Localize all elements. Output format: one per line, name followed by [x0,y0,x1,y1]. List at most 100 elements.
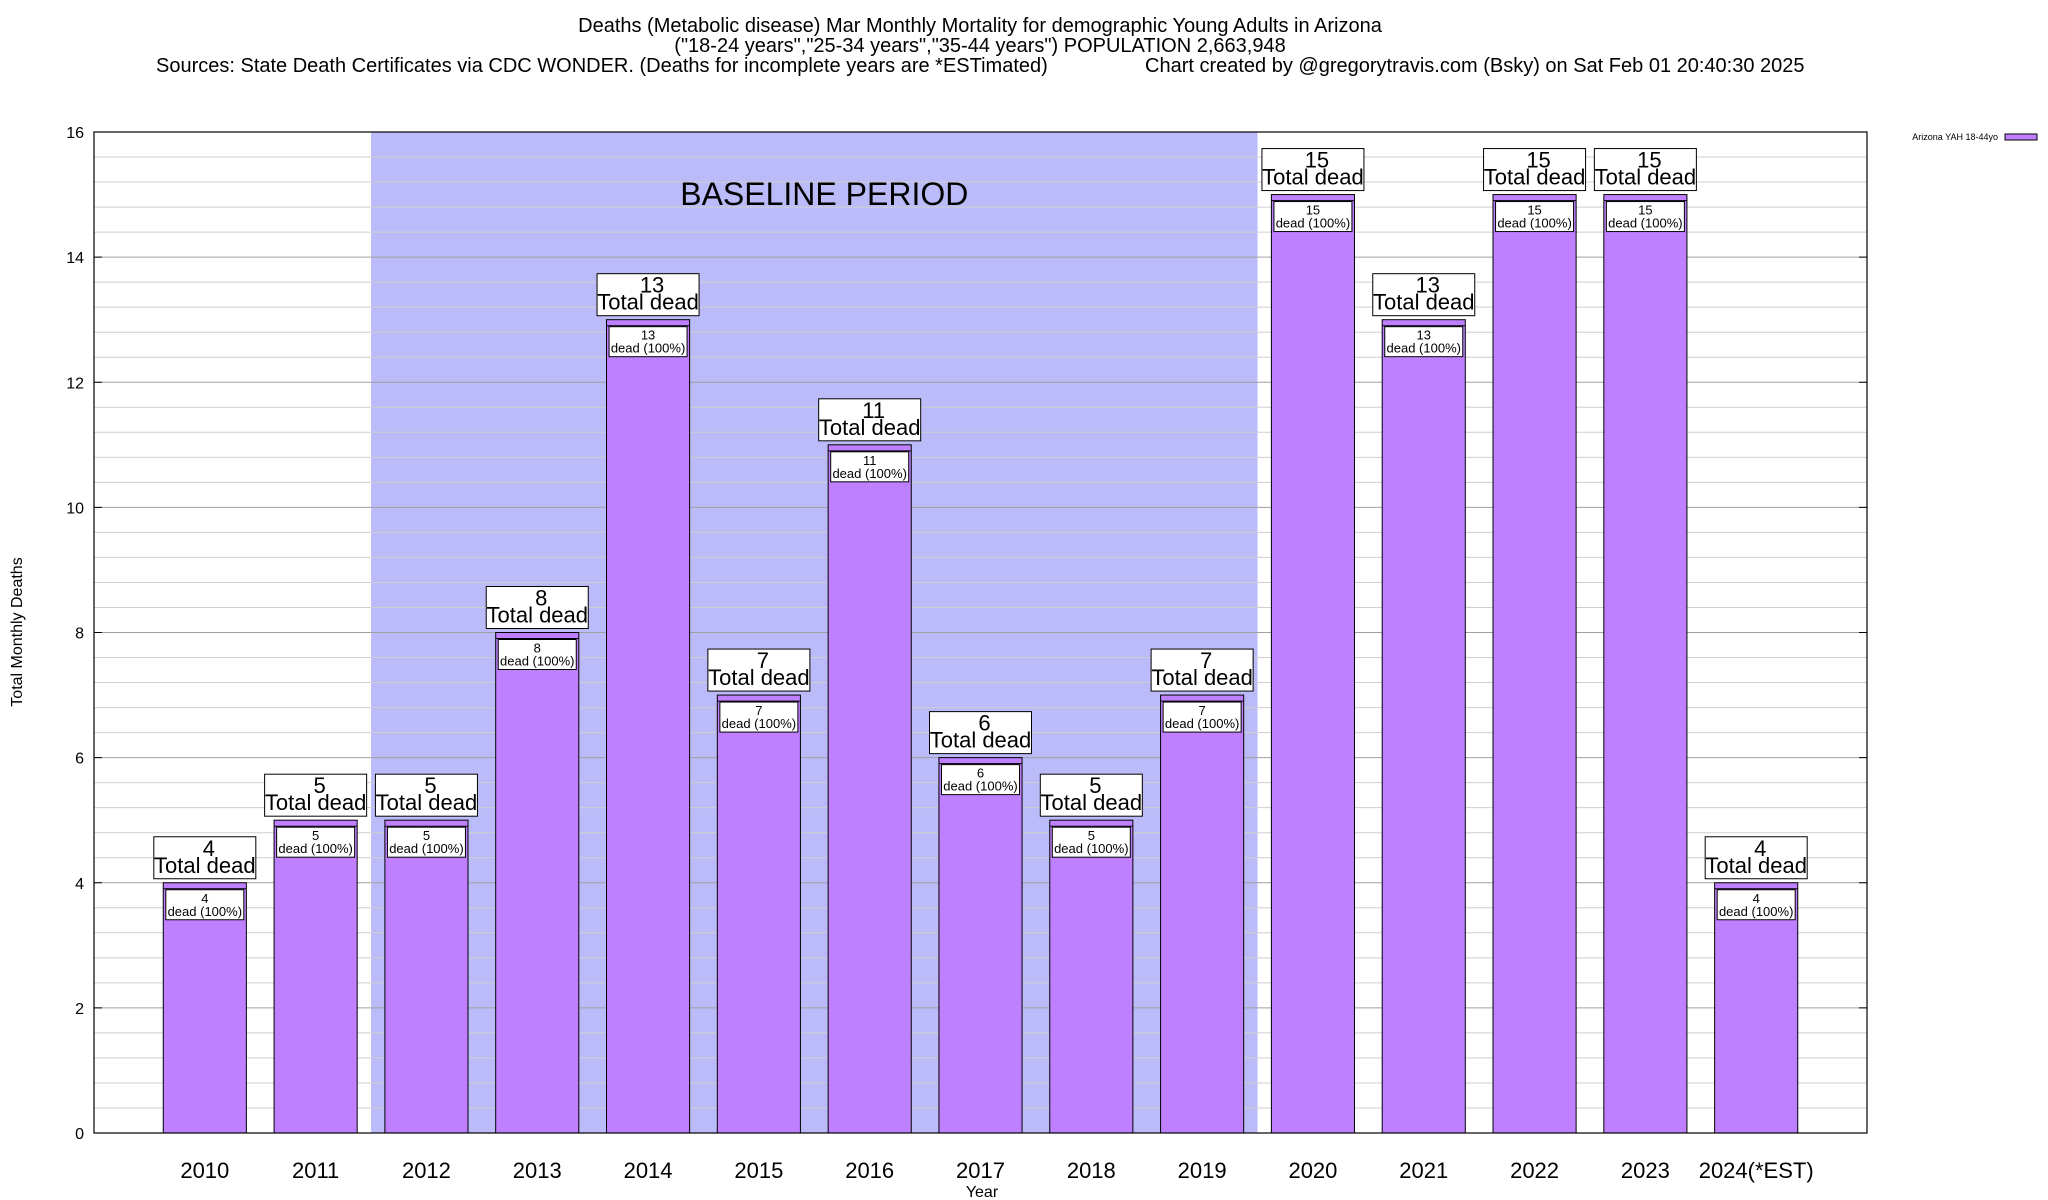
inner-label-text: dead (100%) [832,466,906,481]
plot-frame [93,131,1868,1134]
top-label-box [818,398,922,442]
inner-label-text: dead (100%) [722,716,796,731]
legend-swatch [2004,133,2038,141]
x-tick-label: 2016 [845,1158,894,1183]
y-tick-label: 16 [66,125,84,142]
inner-label-box [719,701,799,733]
top-label-text: Total dead [1041,790,1143,815]
inner-label-box [1162,701,1242,733]
x-tick-label: 2011 [292,1158,339,1183]
x-tick-label: 2017 [956,1158,1005,1183]
x-tick-label: 2013 [513,1158,562,1183]
inner-label-value: 5 [1088,828,1095,843]
top-label-box [1593,148,1697,192]
inner-label-text: dead (100%) [1719,904,1793,919]
x-tick-label: 2024(*EST) [1699,1158,1814,1183]
top-label-box [1704,836,1808,880]
top-label-value: 5 [424,773,436,798]
bar-2023 [1603,194,1688,1134]
bar-2020 [1270,194,1355,1134]
top-label-text: Total dead [265,790,367,815]
top-label-text: Total dead [930,728,1032,753]
bar-2024(*EST) [1714,882,1799,1134]
top-label-box [929,711,1032,755]
top-label-text: Total dead [597,290,699,315]
y-tick-label: 8 [75,626,84,643]
top-label-text: Total dead [1151,665,1253,690]
top-label-value: 7 [1200,648,1212,673]
x-tick-label: 2018 [1067,1158,1116,1183]
y-tick-label: 4 [75,876,84,893]
x-tick-label: 2021 [1399,1158,1448,1183]
bar-2016 [827,444,912,1134]
top-label-box [153,836,257,880]
x-tick-label: 2020 [1288,1158,1337,1183]
legend: Arizona YAH 18-44yo [1912,132,2038,142]
inner-label-value: 5 [423,828,430,843]
bar-2013 [495,632,580,1134]
x-tick-label: 2010 [180,1158,229,1183]
inner-label-text: dead (100%) [1054,841,1128,856]
inner-label-box [1273,201,1353,233]
bar-2011 [273,819,358,1134]
top-label-value: 4 [203,836,215,861]
inner-label-value: 8 [534,641,541,656]
y-tick-label: 6 [75,751,84,768]
inner-label-text: dead (100%) [1276,216,1350,231]
top-label-box [1483,148,1587,192]
inner-label-box [1384,326,1464,358]
chart-title-line1: Deaths (Metabolic disease) Mar Monthly M… [578,15,1383,37]
x-tick-label: 2023 [1621,1158,1670,1183]
top-label-text: Total dead [1595,165,1697,190]
inner-label-value: 15 [1306,203,1320,218]
inner-label-value: 4 [1753,891,1760,906]
inner-label-value: 4 [201,891,208,906]
inner-label-value: 15 [1638,203,1652,218]
chart-title-line2: ("18-24 years","25-34 years","35-44 year… [674,35,1285,57]
top-label-value: 4 [1754,836,1766,861]
inner-label-box [386,826,466,858]
top-label-value: 5 [1089,773,1101,798]
top-label-box [1150,648,1254,692]
inner-label-text: dead (100%) [500,654,574,669]
bar-2018 [1049,819,1134,1134]
top-label-value: 15 [1305,148,1329,173]
inner-label-text: dead (100%) [389,841,463,856]
inner-label-box [1051,826,1131,858]
inner-label-text: dead (100%) [611,341,685,356]
top-label-text: Total dead [819,415,921,440]
top-label-value: 7 [757,648,769,673]
chart-source-note: Sources: State Death Certificates via CD… [156,55,1048,77]
inner-label-text: dead (100%) [168,904,242,919]
top-label-value: 15 [1637,148,1661,173]
x-axis-label: Year [966,1184,999,1200]
top-label-value: 11 [862,398,885,423]
y-tick-label: 2 [75,1001,84,1018]
inner-label-box [165,889,245,921]
top-label-value: 8 [535,586,547,611]
inner-label-text: dead (100%) [278,841,352,856]
top-label-box [485,586,589,629]
inner-label-value: 7 [1199,703,1206,718]
bar-2022 [1492,194,1577,1134]
bar-2012 [384,819,469,1134]
top-label-text: Total dead [1373,290,1475,315]
bar-2014 [606,319,691,1134]
top-label-value: 5 [314,773,326,798]
bar-2019 [1160,694,1245,1134]
bar-2010 [162,882,247,1134]
y-axis-label: Total Monthly Deaths [9,557,26,706]
top-label-box [596,273,700,317]
top-label-value: 13 [640,273,664,298]
top-label-text: Total dead [486,603,588,628]
inner-label-value: 15 [1527,203,1541,218]
x-tick-label: 2019 [1178,1158,1227,1183]
top-label-text: Total dead [708,665,810,690]
inner-label-text: dead (100%) [1608,216,1682,231]
bar-2021 [1381,319,1466,1134]
x-tick-label: 2022 [1510,1158,1559,1183]
bar-2017 [938,757,1023,1134]
top-label-text: Total dead [376,790,478,815]
